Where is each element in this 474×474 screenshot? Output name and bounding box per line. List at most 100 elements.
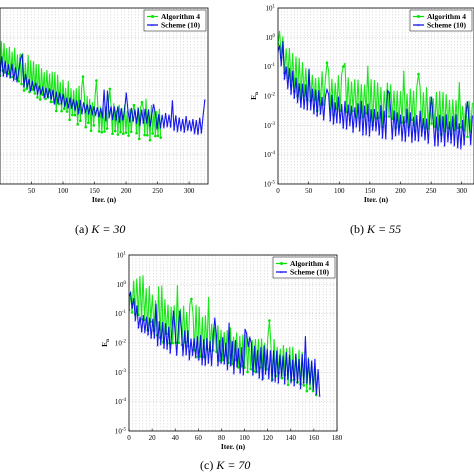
data-marker-scheme-10: × (178, 310, 181, 315)
data-marker-scheme-10: × (153, 337, 156, 342)
y-tick-exponent: -1 (271, 63, 276, 68)
data-marker-scheme-10: × (162, 127, 165, 132)
data-marker-scheme-10: × (453, 144, 456, 149)
caption-b-prefix: (b) (350, 222, 364, 236)
data-marker-scheme-10: × (127, 295, 130, 300)
data-marker-scheme-10: × (97, 116, 100, 121)
data-marker-scheme-10: × (29, 90, 32, 95)
data-marker-scheme-10: × (190, 130, 193, 135)
data-marker-algorithm-4 (73, 113, 77, 117)
data-marker-scheme-10: × (145, 122, 148, 127)
data-marker-scheme-10: × (173, 129, 176, 134)
data-marker-scheme-10: × (316, 115, 319, 120)
data-marker-scheme-10: × (420, 135, 423, 140)
data-marker-scheme-10: × (293, 385, 296, 390)
data-marker-scheme-10: × (342, 127, 345, 132)
data-marker-scheme-10: × (345, 128, 348, 133)
data-marker-scheme-10: × (186, 129, 189, 134)
data-marker-scheme-10: × (53, 103, 56, 108)
data-marker-scheme-10: × (352, 131, 355, 136)
data-marker-scheme-10: × (169, 352, 172, 357)
legend-label: Algorithm 4 (427, 12, 466, 21)
data-marker-algorithm-4 (305, 389, 309, 393)
data-marker-scheme-10: × (427, 142, 430, 147)
x-tick-label: 300 (457, 187, 468, 195)
data-marker-scheme-10: × (132, 120, 135, 125)
data-marker-scheme-10: × (94, 114, 97, 119)
data-marker-scheme-10: × (384, 138, 387, 143)
caption-c-math: K = 70 (215, 458, 250, 472)
y-tick-label: 10-4 (264, 151, 276, 159)
data-marker-scheme-10: × (450, 142, 453, 147)
plot-frame (277, 7, 474, 185)
data-marker-scheme-10: × (325, 89, 328, 94)
y-axis-label-subscript: n (255, 92, 260, 95)
y-axis-label: En (100, 339, 111, 347)
legend: Algorithm 4 × Scheme (10) (272, 256, 336, 279)
data-marker-scheme-10: × (43, 97, 46, 102)
data-marker-scheme-10: × (179, 129, 182, 134)
data-marker-scheme-10: × (216, 365, 219, 370)
y-tick-label: 10-1 (115, 310, 127, 318)
data-marker-algorithm-4 (97, 130, 101, 133)
caption-b-math: K = 55 (366, 222, 401, 236)
x-tick-label: 200 (395, 187, 406, 195)
data-marker-scheme-10: × (194, 356, 197, 361)
data-marker-scheme-10: × (15, 80, 18, 85)
data-marker-algorithm-4 (111, 132, 114, 136)
data-marker-scheme-10: × (312, 113, 315, 118)
data-marker-scheme-10: × (299, 106, 302, 111)
data-marker-scheme-10: × (36, 93, 39, 98)
data-marker-scheme-10: × (185, 354, 188, 359)
data-marker-scheme-10: × (175, 354, 178, 359)
data-marker-algorithm-4 (65, 110, 69, 113)
x-tick-label: 0 (127, 434, 131, 442)
data-marker-scheme-10: × (183, 131, 186, 136)
data-marker-scheme-10: × (146, 334, 149, 339)
legend-box (143, 9, 207, 32)
data-marker-scheme-10: × (156, 345, 159, 350)
data-marker-algorithm-4 (268, 319, 271, 322)
data-marker-scheme-10: × (417, 140, 420, 145)
y-axis-label-subscript: n (106, 339, 111, 342)
data-marker-scheme-10: × (152, 103, 155, 108)
data-marker-algorithm-4 (154, 134, 157, 138)
data-marker-scheme-10: × (188, 359, 191, 364)
data-marker-algorithm-4 (430, 122, 433, 125)
data-marker-scheme-10: × (335, 122, 338, 127)
y-tick-label: 10-1 (264, 63, 276, 71)
data-marker-scheme-10: × (114, 119, 117, 124)
data-marker-algorithm-4 (325, 61, 329, 64)
y-tick-exponent: 0 (273, 34, 276, 39)
data-marker-algorithm-4 (60, 109, 63, 113)
data-marker-scheme-10: × (274, 380, 277, 385)
data-marker-scheme-10: × (101, 116, 104, 121)
y-tick-exponent: -5 (122, 428, 127, 433)
data-marker-scheme-10: × (138, 124, 141, 129)
data-marker-scheme-10: × (39, 93, 42, 98)
data-marker-scheme-10: × (440, 141, 443, 146)
data-marker-scheme-10: × (135, 122, 138, 127)
data-marker-scheme-10: × (276, 50, 279, 55)
data-marker-algorithm-4 (342, 65, 345, 68)
data-marker-scheme-10: × (125, 92, 128, 97)
data-marker-scheme-10: × (74, 109, 77, 114)
data-marker-algorithm-4 (20, 82, 23, 86)
data-marker-algorithm-4 (314, 393, 318, 397)
data-marker-scheme-10: × (289, 382, 292, 387)
data-marker-scheme-10: × (306, 109, 309, 114)
x-tick-label: 40 (172, 434, 180, 442)
data-marker-scheme-10: × (387, 91, 390, 96)
data-marker-scheme-10: × (319, 113, 322, 118)
data-marker-scheme-10: × (203, 99, 206, 104)
data-marker-algorithm-4 (286, 383, 290, 387)
data-marker-scheme-10: × (289, 93, 292, 98)
data-marker-scheme-10: × (155, 127, 158, 132)
data-marker-algorithm-4 (49, 100, 53, 104)
legend-marker (151, 15, 154, 18)
data-marker-scheme-10: × (104, 119, 107, 124)
data-marker-scheme-10: × (303, 108, 306, 113)
data-marker-scheme-10: × (181, 354, 184, 359)
data-marker-scheme-10: × (200, 364, 203, 369)
data-marker-scheme-10: × (329, 120, 332, 125)
